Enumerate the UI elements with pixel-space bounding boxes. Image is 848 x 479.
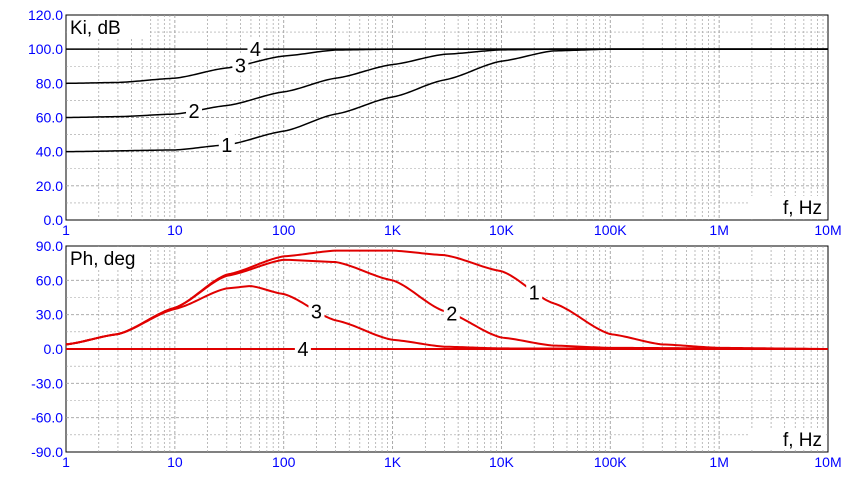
phase-chart: 1 10 100 1K 10K 100K 1M 10M 90.0 60.0 30.0 0.0 -30.0…	[31, 238, 842, 470]
series-label-4: 4	[250, 39, 261, 61]
y-tick-label: 90.0	[36, 238, 63, 254]
x-tick-label: 100K	[594, 222, 627, 238]
x-tick-label: 1K	[384, 454, 402, 470]
y-tick-label: 100.0	[28, 41, 63, 57]
y-tick-label: 0.0	[44, 212, 64, 228]
y-tick-label: 30.0	[36, 307, 63, 323]
x-tick-label: 1M	[709, 222, 728, 238]
series-label-2: 2	[188, 101, 199, 123]
y-tick-label: -30.0	[31, 375, 63, 391]
x-tick-label: 10M	[814, 222, 841, 238]
y-tick-label: 40.0	[36, 144, 63, 160]
y-tick-label: 20.0	[36, 178, 63, 194]
y-tick-label: -90.0	[31, 444, 63, 460]
x-tick-label: 10	[167, 454, 183, 470]
x-tick-label: 1	[62, 222, 70, 238]
x-tick-label: 1K	[384, 222, 402, 238]
x-tick-label: 1	[62, 454, 70, 470]
series-label-3: 3	[311, 301, 322, 323]
series-label-4: 4	[297, 339, 308, 361]
x-axis-title: f, Hz	[783, 430, 822, 451]
series-label-1: 1	[529, 282, 540, 304]
y-axis-title: Ph, deg	[70, 249, 136, 270]
x-tick-label: 100	[272, 222, 296, 238]
y-tick-label: 60.0	[36, 110, 63, 126]
gain-chart: 1 10 100 1K 10K 100K 1M 10M120.0100.080.060.040…	[28, 7, 842, 238]
x-tick-label: 100	[272, 454, 296, 470]
series-label-3: 3	[235, 56, 246, 78]
y-tick-label: 0.0	[44, 341, 64, 357]
x-tick-label: 10K	[489, 222, 515, 238]
x-axis-title: f, Hz	[783, 198, 822, 219]
x-tick-label: 10	[167, 222, 183, 238]
x-tick-label: 1M	[709, 454, 728, 470]
x-tick-label: 100K	[594, 454, 627, 470]
series-label-1: 1	[221, 135, 232, 157]
y-tick-label: -60.0	[31, 410, 63, 426]
series-label-2: 2	[446, 304, 457, 326]
y-tick-label: 60.0	[36, 272, 63, 288]
x-tick-label: 10K	[489, 454, 515, 470]
y-tick-label: 80.0	[36, 75, 63, 91]
y-axis-title: Ki, dB	[70, 18, 121, 39]
x-tick-label: 10M	[814, 454, 841, 470]
y-tick-label: 120.0	[28, 7, 63, 23]
